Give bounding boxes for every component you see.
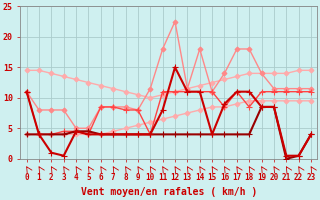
X-axis label: Vent moyen/en rafales ( km/h ): Vent moyen/en rafales ( km/h ) [81,187,257,197]
